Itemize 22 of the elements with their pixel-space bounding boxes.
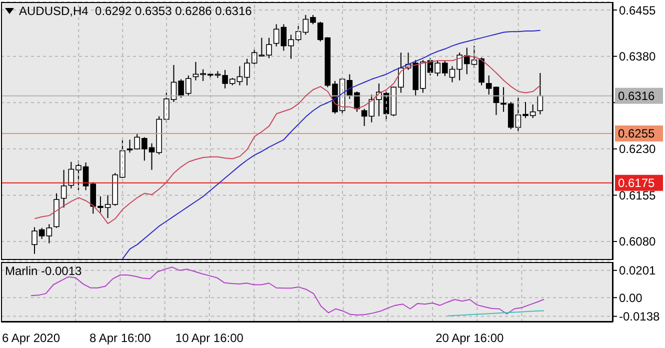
x-tick-label: 20 Apr 16:00 bbox=[436, 331, 504, 345]
y-tick-label: 0.6230 bbox=[619, 142, 656, 156]
x-tick-label: 8 Apr 16:00 bbox=[90, 331, 152, 345]
y-tick-label: 0.0201 bbox=[619, 264, 656, 278]
ref-line-label: 0.6255 bbox=[618, 126, 656, 140]
chart-title: AUDUSD,H4 0.6292 0.6353 0.6286 0.6316 bbox=[19, 4, 252, 18]
y-tick-label: -0.0138 bbox=[619, 310, 660, 324]
line-series bbox=[122, 30, 541, 260]
ref-line-label: 0.6316 bbox=[618, 88, 656, 103]
candlestick bbox=[273, 24, 280, 47]
ref-line-label: 0.6175 bbox=[618, 176, 656, 190]
y-tick-label: 0.6080 bbox=[619, 234, 656, 249]
y-tick-label: 0.6380 bbox=[619, 50, 656, 64]
line-series bbox=[34, 55, 541, 224]
chart-title: Marlin -0.0013 bbox=[5, 264, 82, 278]
x-tick-label: 10 Apr 16:00 bbox=[175, 331, 244, 345]
candlestick bbox=[46, 224, 52, 244]
candlestick bbox=[60, 169, 67, 208]
y-tick-label: 0.6455 bbox=[619, 3, 656, 18]
x-tick-label: 6 Apr 2020 bbox=[2, 331, 60, 345]
y-tick-label: 0.00 bbox=[619, 290, 643, 305]
y-tick-label: 0.6155 bbox=[619, 188, 656, 202]
